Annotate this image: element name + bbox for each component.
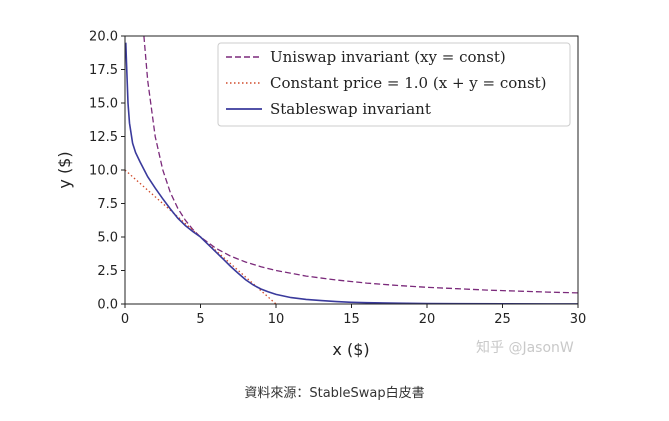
x-tick-label: 25 (494, 312, 511, 327)
x-axis: 0 5 10 15 20 25 30 (121, 304, 586, 327)
figure-caption: 資料來源：StableSwap白皮書 (244, 386, 425, 401)
legend-label-2: Constant price = 1.0 (x + y = const) (270, 74, 547, 92)
legend: Uniswap invariant (xy = const) Constant p… (217, 42, 571, 127)
y-tick-label: 15.0 (89, 97, 118, 112)
legend-label-3: Stableswap invariant (270, 100, 431, 118)
x-tick-label: 20 (419, 312, 436, 327)
watermark: 知乎 @JasonW (476, 340, 574, 356)
y-tick-label: 20.0 (89, 30, 118, 45)
y-tick-label: 5.0 (97, 231, 118, 246)
y-axis: 0.0 2.5 5.0 7.5 10.0 12.5 15.0 17.5 20.0 (89, 30, 125, 313)
y-tick-label: 2.5 (97, 264, 118, 279)
x-tick-label: 15 (343, 312, 360, 327)
x-tick-label: 30 (570, 312, 587, 327)
series-line-1 (143, 36, 578, 294)
x-axis-label: x ($) (332, 340, 369, 359)
y-tick-label: 12.5 (89, 130, 118, 145)
y-tick-label: 10.0 (89, 164, 118, 179)
x-tick-label: 10 (268, 312, 285, 327)
y-tick-label: 0.0 (97, 298, 118, 313)
series-line-3 (125, 42, 578, 304)
x-tick-label: 5 (196, 312, 204, 327)
y-axis-label: y ($) (55, 151, 74, 188)
y-tick-label: 17.5 (89, 63, 118, 78)
y-tick-label: 7.5 (97, 197, 118, 212)
legend-box (217, 42, 571, 127)
legend-label-1: Uniswap invariant (xy = const) (270, 48, 506, 66)
x-tick-label: 0 (121, 312, 129, 327)
plot-area (125, 36, 578, 304)
